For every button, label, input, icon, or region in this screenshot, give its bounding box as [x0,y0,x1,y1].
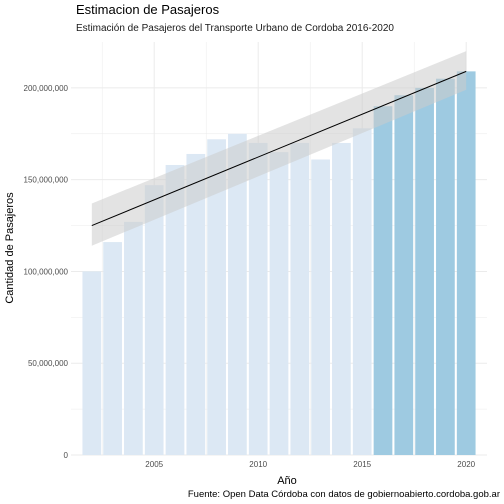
x-tick-label: 2005 [145,460,163,469]
x-axis-title: Año [277,475,297,487]
x-tick-label: 2010 [249,460,267,469]
y-tick-label: 150,000,000 [24,176,69,185]
bar [332,142,351,455]
trend-line-path [91,70,467,227]
y-tick-label: 100,000,000 [24,267,69,276]
x-tick-label: 2015 [353,460,371,469]
x-axis: 2005 2010 2015 2020 [145,460,475,469]
y-tick-label: 50,000,000 [28,359,69,368]
y-tick-label: 0 [64,451,69,460]
bar [82,271,102,455]
bar [436,78,455,455]
bar [373,106,393,455]
bar [415,87,434,455]
bar [228,133,247,455]
bar [456,71,476,455]
chart-subtitle: Estimación de Pasajeros del Transporte U… [76,23,394,34]
bar [269,152,289,455]
trend-line [91,70,467,227]
bar [311,159,330,455]
bar [144,185,164,455]
bars [82,71,476,456]
bar [290,142,310,455]
chart-title: Estimacion de Pasajeros [76,2,220,17]
y-axis-title: Cantidad de Pasajeros [4,192,16,304]
bar [207,139,226,456]
bar [352,128,372,455]
chart-caption: Fuente: Open Data Córdoba con datos de g… [188,489,500,500]
bar [165,164,185,455]
x-tick-label: 2020 [457,460,475,469]
bar [124,221,143,455]
y-axis: 0 50,000,000 100,000,000 150,000,000 200,000… [24,84,69,460]
y-tick-label: 200,000,000 [24,84,69,93]
bar [186,153,206,456]
bar [248,142,268,455]
bar [103,242,122,455]
bar [394,95,414,455]
